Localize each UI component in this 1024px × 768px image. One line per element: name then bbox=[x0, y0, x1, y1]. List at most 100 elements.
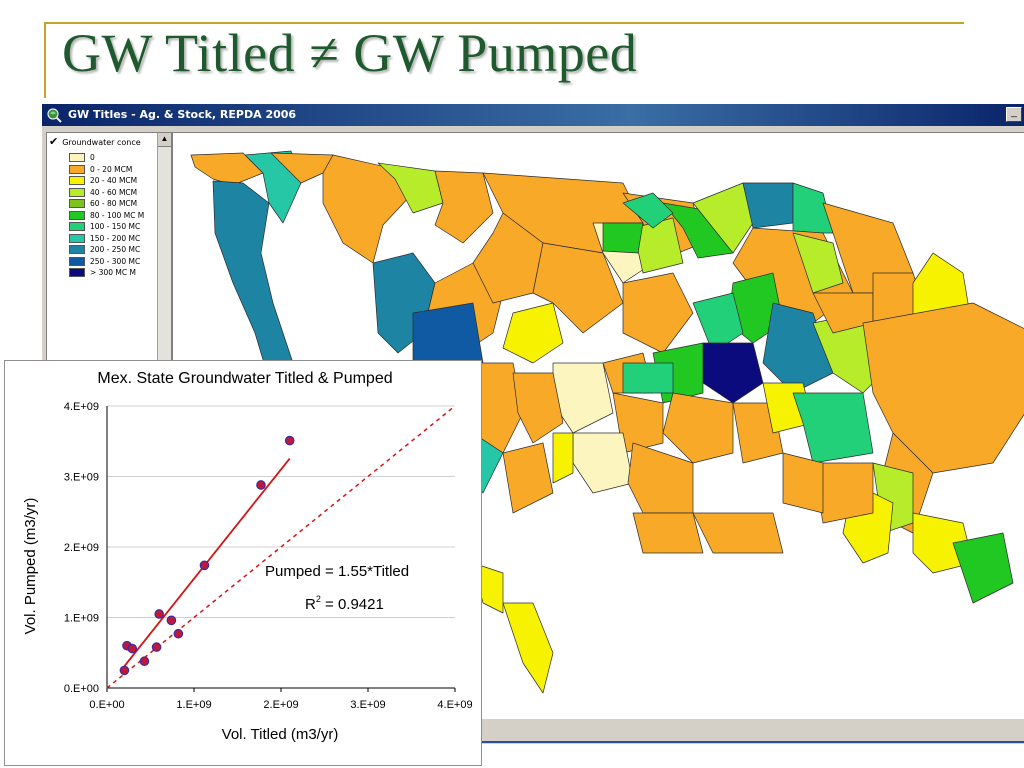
slide-title: GW Titled ≠ GW Pumped bbox=[62, 23, 638, 83]
minimize-button[interactable]: _ bbox=[1006, 107, 1022, 122]
scatter-chart: Mex. State Groundwater Titled & Pumped V… bbox=[4, 360, 482, 766]
fit-equation: Pumped = 1.55*Titled bbox=[265, 563, 409, 580]
map-region bbox=[952, 532, 1014, 604]
legend-swatch bbox=[69, 256, 85, 266]
data-point bbox=[127, 643, 138, 654]
map-region bbox=[512, 372, 564, 444]
y-tick-label: 1.E+09 bbox=[64, 613, 99, 625]
legend-item: 40 - 60 MCM bbox=[69, 187, 144, 199]
legend-swatch bbox=[69, 176, 85, 186]
map-region bbox=[622, 362, 674, 394]
map-region bbox=[782, 452, 824, 514]
data-point bbox=[256, 480, 266, 490]
window-title: GW Titles - Ag. & Stock, REPDA 2006 bbox=[68, 108, 297, 121]
legend-swatch bbox=[69, 268, 85, 278]
legend-label: 0 - 20 MCM bbox=[90, 164, 133, 174]
y-tick-label: 3.E+09 bbox=[64, 472, 99, 484]
legend-label: 80 - 100 MC M bbox=[90, 210, 145, 220]
legend-swatch bbox=[69, 199, 85, 209]
r-squared: R2 = 0.9421 bbox=[305, 594, 384, 613]
one-to-one-reference-line bbox=[106, 405, 456, 689]
x-tick-label: 3.E+09 bbox=[350, 699, 385, 711]
legend-item: > 300 MC M bbox=[69, 267, 144, 279]
map-region bbox=[572, 432, 634, 494]
data-point bbox=[284, 435, 295, 446]
map-region bbox=[434, 170, 494, 244]
map-region bbox=[377, 162, 444, 214]
y-axis-label: Vol. Pumped (m3/yr) bbox=[22, 498, 39, 635]
legend-swatch bbox=[69, 233, 85, 243]
map-region bbox=[792, 232, 844, 294]
y-tick-label: 0.E+00 bbox=[64, 683, 99, 695]
map-region bbox=[762, 302, 834, 394]
y-tick-label: 2.E+09 bbox=[64, 542, 99, 554]
map-region bbox=[622, 192, 674, 229]
map-region bbox=[552, 432, 574, 484]
legend-item: 0 bbox=[69, 152, 144, 164]
y-tick-label: 4.E+09 bbox=[64, 401, 99, 413]
map-region bbox=[702, 342, 764, 404]
x-tick-label: 1.E+09 bbox=[176, 699, 211, 711]
data-point bbox=[139, 656, 150, 667]
legend-label: 20 - 40 MCM bbox=[90, 176, 138, 186]
legend-item: 60 - 80 MCM bbox=[69, 198, 144, 210]
chart-points bbox=[119, 435, 295, 676]
data-point bbox=[166, 615, 177, 626]
legend-label: 150 - 200 MC bbox=[90, 233, 141, 243]
legend-swatch bbox=[69, 222, 85, 232]
legend-item: 200 - 250 MC bbox=[69, 244, 144, 256]
status-bar bbox=[482, 718, 1024, 739]
legend-swatch bbox=[69, 245, 85, 255]
data-point bbox=[119, 665, 130, 676]
legend-label: 0 bbox=[90, 153, 95, 163]
layer-visible-checkmark-icon[interactable]: ✔ bbox=[49, 135, 59, 148]
map-region bbox=[862, 302, 1024, 474]
map-region bbox=[622, 272, 694, 354]
data-point bbox=[173, 628, 184, 639]
globe-magnifier-icon bbox=[47, 108, 62, 123]
legend-item: 20 - 40 MCM bbox=[69, 175, 144, 187]
x-tick-label: 4.E+09 bbox=[437, 699, 472, 711]
map-region bbox=[502, 302, 564, 364]
legend-item: 100 - 150 MC bbox=[69, 221, 144, 233]
legend-label: > 300 MC M bbox=[90, 268, 136, 278]
title-accent-bar bbox=[44, 22, 46, 98]
scatter-chart-svg: Mex. State Groundwater Titled & Pumped V… bbox=[22, 370, 473, 743]
legend-label: 200 - 250 MC bbox=[90, 245, 141, 255]
scroll-up-arrow-icon[interactable]: ▲ bbox=[158, 133, 171, 147]
map-region bbox=[502, 442, 554, 514]
legend-swatch bbox=[69, 164, 85, 174]
map-region bbox=[692, 512, 784, 554]
legend-layer-name: Groundwater conce bbox=[62, 138, 141, 147]
legend-swatch bbox=[69, 153, 85, 163]
data-point bbox=[151, 642, 162, 652]
legend-item: 250 - 300 MC bbox=[69, 256, 144, 268]
legend-label: 60 - 80 MCM bbox=[90, 199, 138, 209]
map-region bbox=[792, 392, 874, 464]
map-region bbox=[692, 292, 744, 354]
map-region bbox=[602, 222, 644, 254]
legend-item: 0 - 20 MCM bbox=[69, 164, 144, 176]
chart-gridlines bbox=[107, 405, 455, 618]
slide-bottom-rule bbox=[480, 741, 1024, 743]
map-region bbox=[662, 392, 734, 464]
legend-item: 80 - 100 MC M bbox=[69, 210, 144, 222]
x-axis-label: Vol. Titled (m3/yr) bbox=[222, 726, 339, 743]
window-titlebar[interactable]: GW Titles - Ag. & Stock, REPDA 2006 _ bbox=[42, 104, 1024, 126]
x-tick-label: 2.E+09 bbox=[263, 699, 298, 711]
legend-header[interactable]: ✔ Groundwater conce bbox=[49, 135, 153, 149]
map-region bbox=[502, 602, 554, 694]
title-accent-line bbox=[44, 22, 964, 24]
legend-label: 250 - 300 MC bbox=[90, 256, 141, 266]
map-region bbox=[632, 512, 704, 554]
data-point bbox=[199, 560, 210, 571]
legend-item: 150 - 200 MC bbox=[69, 233, 144, 245]
legend-label: 40 - 60 MCM bbox=[90, 187, 138, 197]
chart-title: Mex. State Groundwater Titled & Pumped bbox=[97, 370, 392, 387]
x-tick-label: 0.E+00 bbox=[89, 699, 124, 711]
data-point bbox=[154, 609, 164, 619]
mexico-groundwater-map bbox=[190, 150, 1024, 694]
legend-label: 100 - 150 MC bbox=[90, 222, 141, 232]
legend-swatch bbox=[69, 187, 85, 197]
